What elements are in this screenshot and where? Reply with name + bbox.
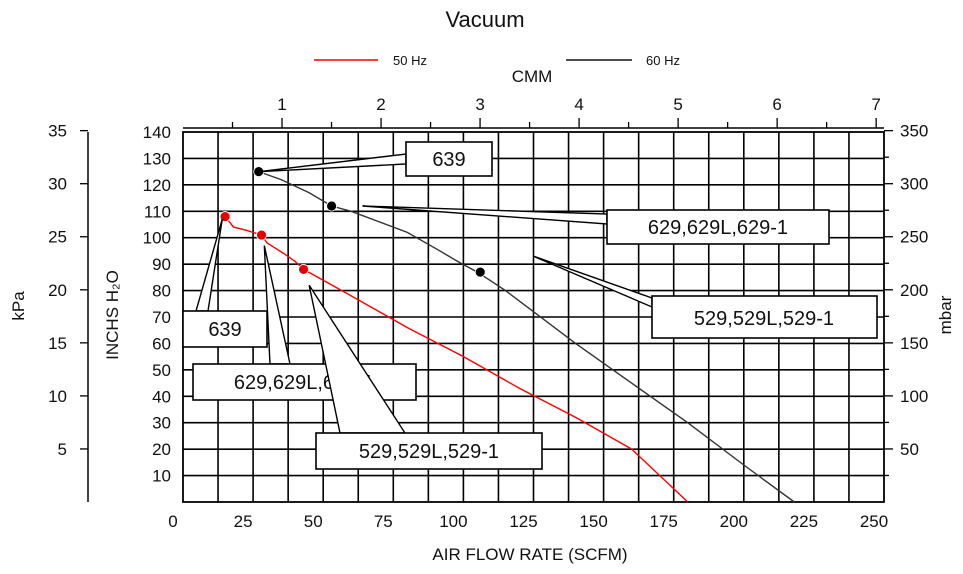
- callout-pointer: [258, 153, 407, 173]
- y-tick-label: 140: [143, 123, 171, 142]
- kpa-axis-label: kPa: [9, 291, 28, 321]
- cmm-tick-label: 7: [871, 95, 880, 114]
- callout-label: 629,629L,629-1: [648, 217, 788, 239]
- cmm-tick-label: 6: [772, 95, 781, 114]
- data-point-60hz: [326, 200, 338, 212]
- x-tick-label: 150: [579, 512, 607, 531]
- mbar-tick-label: 350: [900, 122, 928, 141]
- data-point-50hz: [219, 211, 231, 222]
- kpa-tick-label: 25: [48, 228, 67, 247]
- x-tick-label: 200: [720, 512, 748, 531]
- callout-label: 639: [432, 149, 465, 171]
- legend: 50 Hz 60 Hz: [314, 53, 680, 68]
- cmm-tick-label: 2: [376, 95, 385, 114]
- mbar-tick-label: 50: [900, 440, 919, 459]
- mbar-tick-label: 100: [900, 387, 928, 406]
- x-tick-label: 100: [439, 512, 467, 531]
- y-tick-label: 120: [143, 176, 171, 195]
- callout-label: 529,529L,529-1: [694, 308, 834, 330]
- kpa-tick-label: 35: [48, 122, 67, 141]
- x-axis-label: AIR FLOW RATE (SCFM): [432, 545, 627, 564]
- kpa-tick-label: 10: [48, 387, 67, 406]
- y-tick-label: 100: [143, 229, 171, 248]
- y-tick-label: 40: [152, 387, 171, 406]
- tick-labels: 0 25 50 75 100 125 150 175 200 225 250102030405060…: [48, 95, 928, 531]
- y-axis-label: INCHS H₂O: [103, 270, 122, 360]
- x-tick-label: 25: [234, 512, 253, 531]
- y-tick-label: 130: [143, 149, 171, 168]
- chart-title: Vacuum: [445, 7, 524, 32]
- x-tick-label: 50: [304, 512, 323, 531]
- y-tick-label: 70: [152, 308, 171, 327]
- callout-layer: 639629,629L,629-1529,529L,529-1639629,62…: [182, 141, 878, 470]
- series-layer: [219, 166, 795, 503]
- callout-box: [315, 432, 543, 470]
- kpa-tick-label: 5: [58, 440, 67, 459]
- callout-label: 639: [208, 319, 241, 341]
- x-tick-label: 225: [790, 512, 818, 531]
- y-tick-label: 60: [152, 334, 171, 353]
- callout-box: [182, 310, 268, 348]
- kpa-tick-label: 20: [48, 281, 67, 300]
- callout-box: [606, 209, 830, 245]
- mbar-tick-label: 200: [900, 281, 928, 300]
- mbar-tick-label: 300: [900, 175, 928, 194]
- callout-label: 529,529L,529-1: [359, 441, 499, 463]
- series-line-60hz: [258, 170, 795, 503]
- callout-pointer: [362, 205, 608, 225]
- legend-label-50hz: 50 Hz: [393, 53, 427, 68]
- data-point-60hz: [474, 266, 486, 278]
- data-point-50hz: [256, 229, 267, 241]
- kpa-tick-label: 30: [48, 175, 67, 194]
- callout-box: [651, 295, 878, 339]
- y-tick-label: 10: [152, 467, 171, 486]
- callout-box: [405, 141, 493, 177]
- mbar-axis-label: mbar: [936, 295, 955, 334]
- mbar-tick-label: 150: [900, 334, 928, 353]
- cmm-tick-label: 3: [475, 95, 484, 114]
- legend-label-60hz: 60 Hz: [646, 53, 680, 68]
- series-line-50hz: [224, 216, 689, 503]
- data-point-50hz: [298, 264, 309, 275]
- cmm-tick-label: 1: [277, 95, 286, 114]
- y-tick-label: 110: [144, 202, 171, 221]
- y-tick-label: 80: [152, 282, 171, 301]
- y-tick-label: 90: [152, 255, 171, 274]
- x-tick-label: 125: [509, 512, 537, 531]
- top-axis-label: CMM: [512, 67, 553, 86]
- x-tick-label: 250: [860, 512, 888, 531]
- y-tick-label: 30: [152, 414, 171, 433]
- y-tick-label: 50: [152, 361, 171, 380]
- plot-frame: [80, 118, 893, 503]
- x-tick-label: 75: [374, 512, 393, 531]
- kpa-tick-label: 15: [48, 334, 67, 353]
- mbar-tick-label: 250: [900, 228, 928, 247]
- x-tick-label: 0: [168, 512, 177, 531]
- cmm-tick-label: 5: [673, 95, 682, 114]
- y-tick-label: 20: [152, 440, 171, 459]
- cmm-tick-label: 4: [574, 95, 583, 114]
- x-tick-label: 175: [650, 512, 678, 531]
